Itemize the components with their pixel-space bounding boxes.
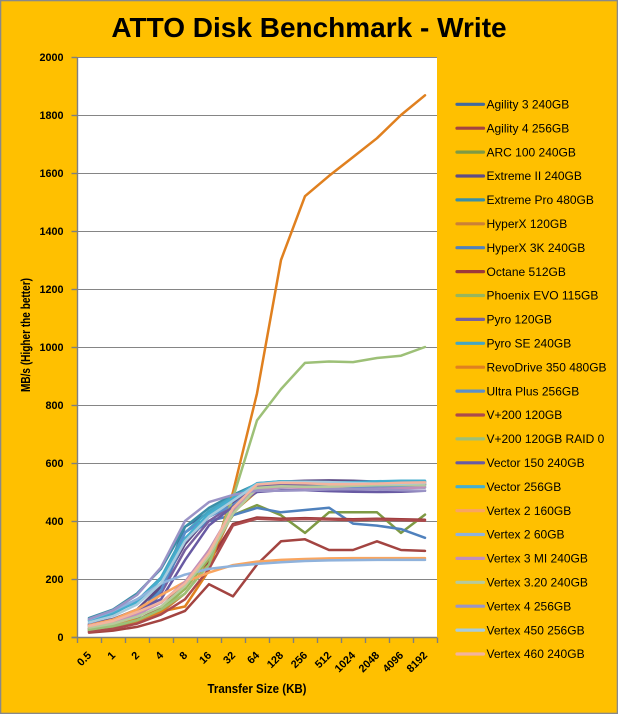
svg-text:Vertex 4 256GB: Vertex 4 256GB xyxy=(487,599,572,613)
svg-text:Agility 4 256GB: Agility 4 256GB xyxy=(487,121,570,135)
svg-text:Vertex 2 60GB: Vertex 2 60GB xyxy=(487,528,565,542)
svg-text:Vertex 3 MI 240GB: Vertex 3 MI 240GB xyxy=(487,552,588,566)
svg-text:800: 800 xyxy=(45,400,63,412)
svg-text:HyperX 3K 240GB: HyperX 3K 240GB xyxy=(487,241,586,255)
svg-text:0: 0 xyxy=(57,632,63,644)
svg-text:RevoDrive 350 480GB: RevoDrive 350 480GB xyxy=(487,360,607,374)
svg-text:200: 200 xyxy=(45,574,63,586)
svg-text:Pyro 120GB: Pyro 120GB xyxy=(487,313,552,327)
svg-text:ARC 100 240GB: ARC 100 240GB xyxy=(487,145,576,159)
svg-text:V+200 120GB: V+200 120GB xyxy=(487,408,563,422)
svg-text:Vertex 2 160GB: Vertex 2 160GB xyxy=(487,504,572,518)
svg-text:V+200 120GB RAID 0: V+200 120GB RAID 0 xyxy=(487,432,605,446)
svg-text:Transfer Size (KB): Transfer Size (KB) xyxy=(208,682,307,696)
svg-text:Extreme II 240GB: Extreme II 240GB xyxy=(487,169,582,183)
svg-text:1200: 1200 xyxy=(39,284,63,296)
svg-text:Phoenix EVO 115GB: Phoenix EVO 115GB xyxy=(487,289,599,303)
svg-text:ATTO Disk Benchmark - Write: ATTO Disk Benchmark - Write xyxy=(111,12,506,43)
svg-text:MB/s (Higher the better): MB/s (Higher the better) xyxy=(19,278,33,392)
svg-text:Vertex 450 256GB: Vertex 450 256GB xyxy=(487,623,585,637)
svg-text:1600: 1600 xyxy=(39,168,63,180)
svg-text:Agility 3 240GB: Agility 3 240GB xyxy=(487,98,570,112)
svg-text:Extreme Pro 480GB: Extreme Pro 480GB xyxy=(487,193,594,207)
svg-text:400: 400 xyxy=(45,516,63,528)
svg-text:600: 600 xyxy=(45,458,63,470)
svg-text:1400: 1400 xyxy=(39,226,63,238)
svg-text:Vector 150 240GB: Vector 150 240GB xyxy=(487,456,585,470)
svg-text:1000: 1000 xyxy=(39,342,63,354)
svg-text:Vertex 3.20 240GB: Vertex 3.20 240GB xyxy=(487,576,588,590)
svg-text:Pyro SE 240GB: Pyro SE 240GB xyxy=(487,337,572,351)
svg-text:1800: 1800 xyxy=(39,110,63,122)
svg-text:Vertex 460 240GB: Vertex 460 240GB xyxy=(487,647,585,661)
svg-text:2000: 2000 xyxy=(39,52,63,64)
svg-text:Vector 256GB: Vector 256GB xyxy=(487,480,562,494)
svg-text:HyperX 120GB: HyperX 120GB xyxy=(487,217,568,231)
svg-text:Ultra Plus 256GB: Ultra Plus 256GB xyxy=(487,384,580,398)
svg-text:Octane 512GB: Octane 512GB xyxy=(487,265,566,279)
